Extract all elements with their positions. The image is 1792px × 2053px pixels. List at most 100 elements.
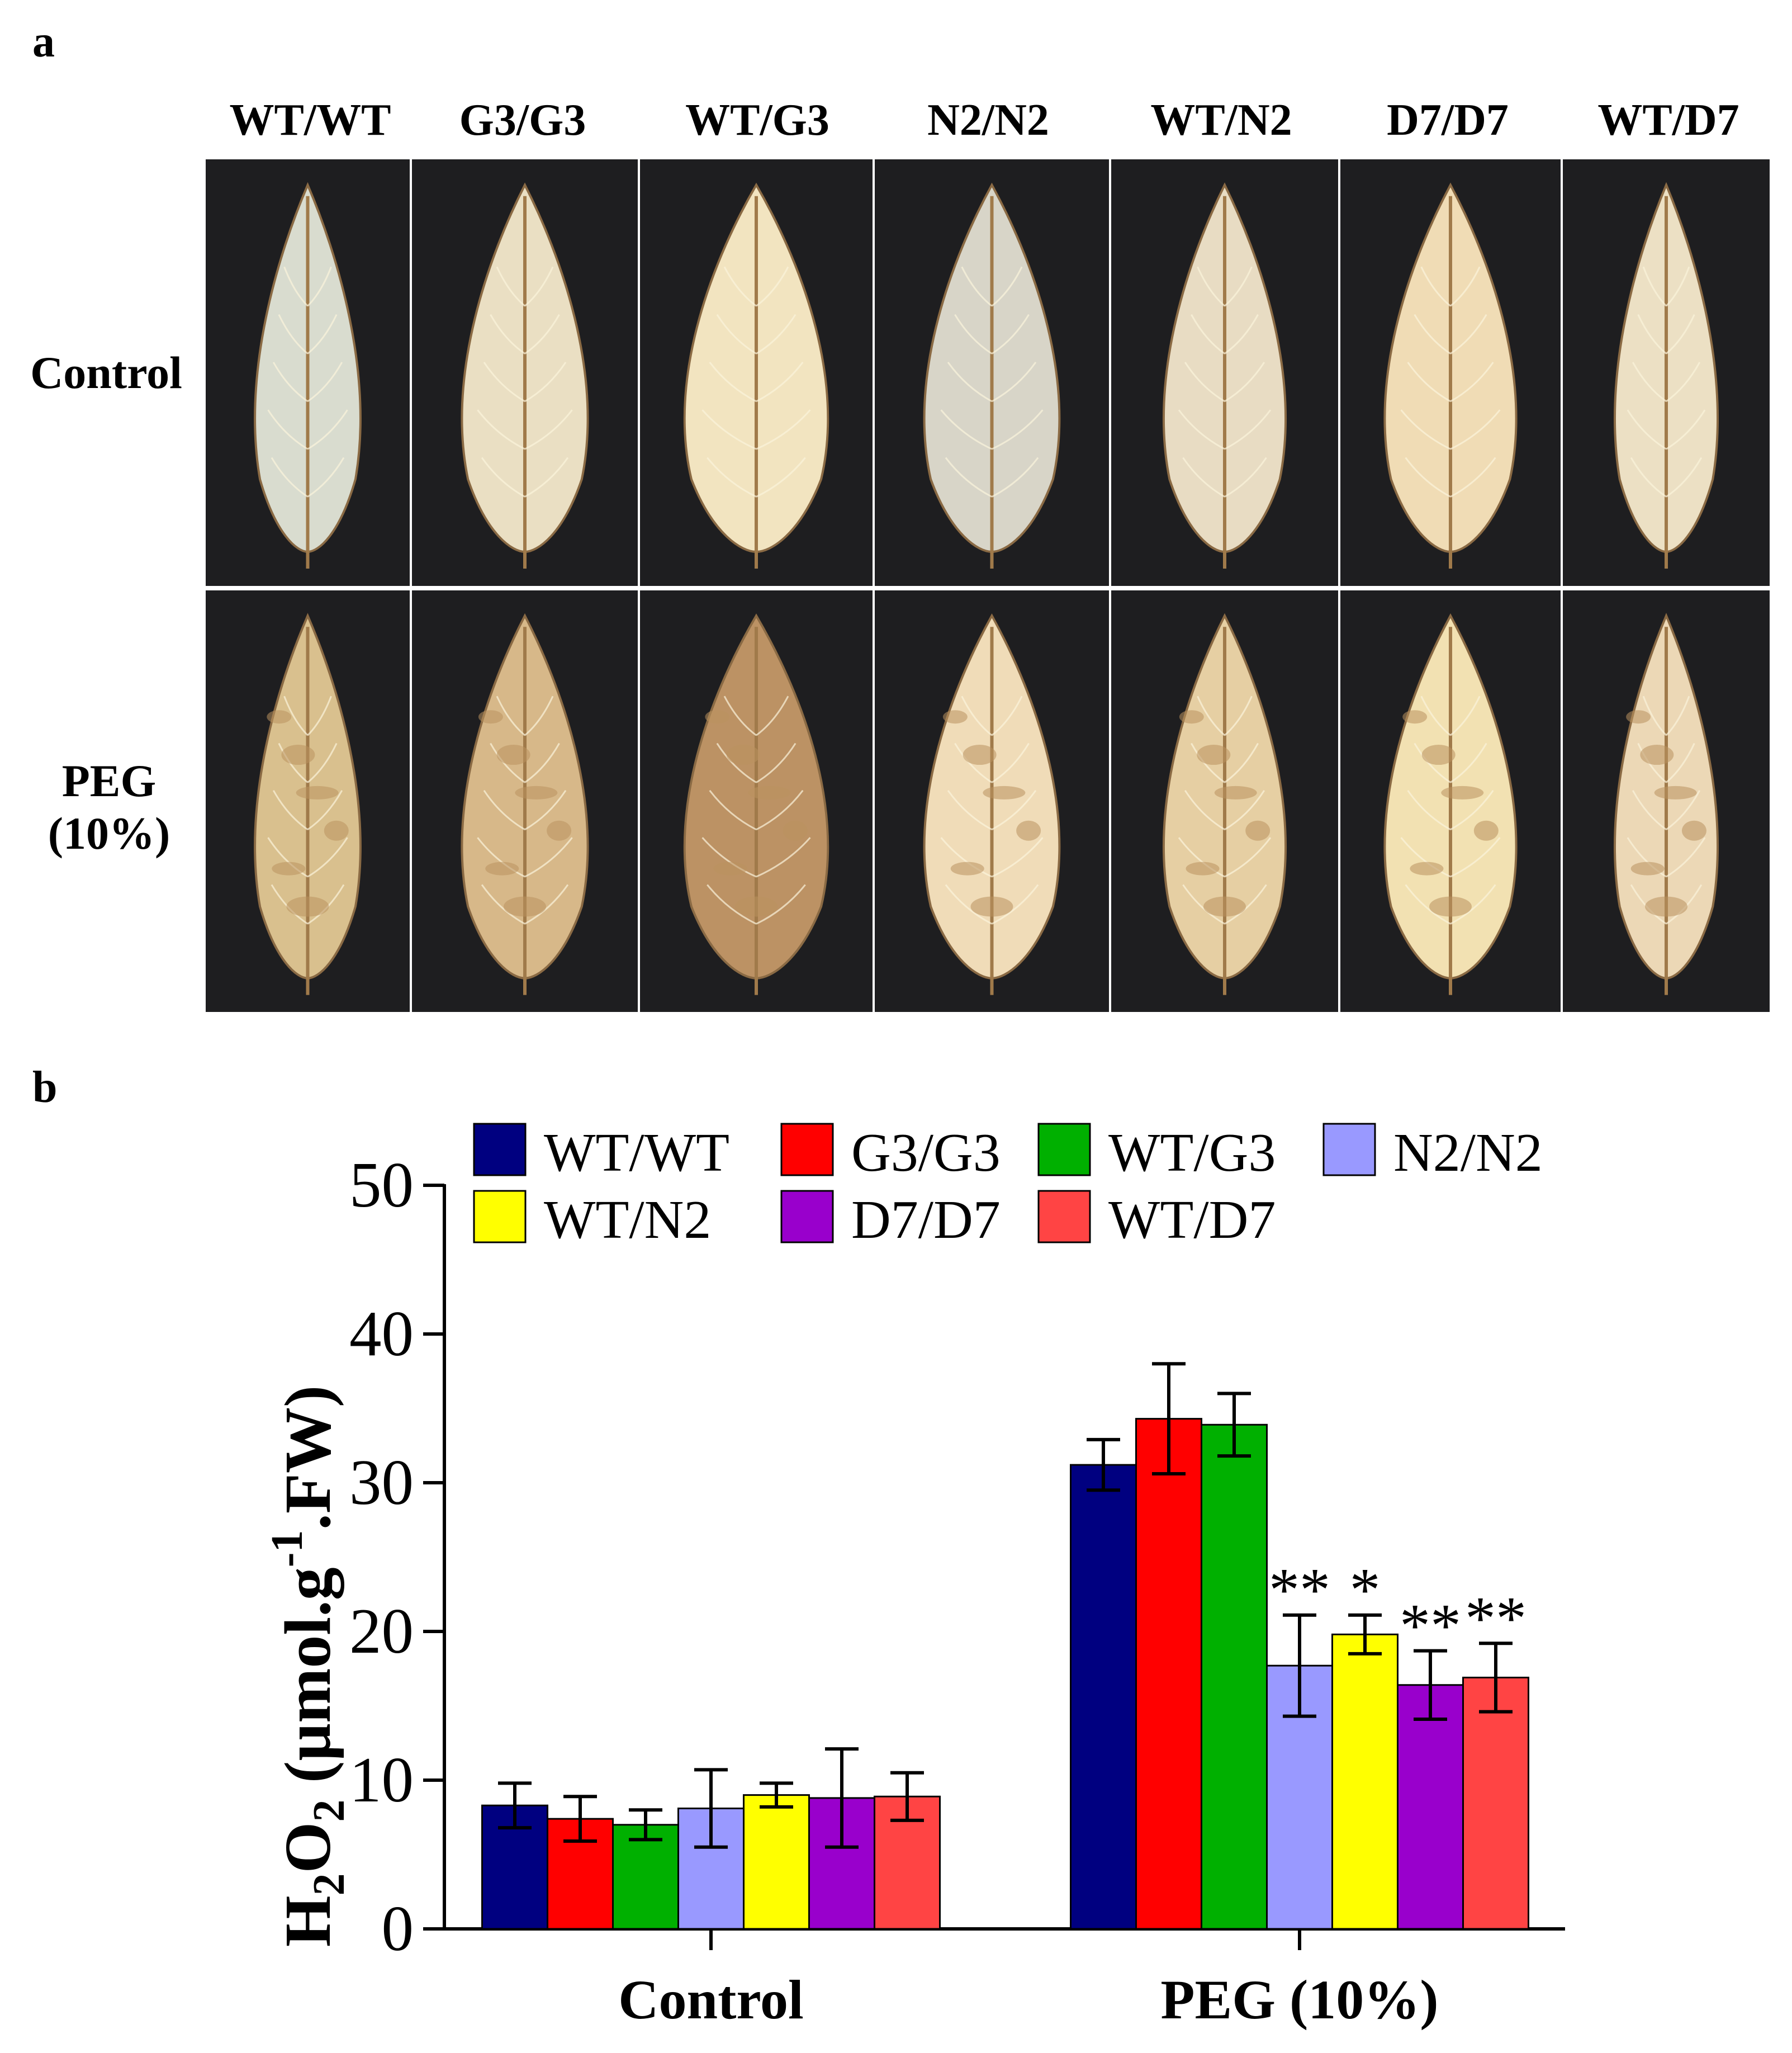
leaf-vein (307, 266, 332, 307)
stain-spot (735, 896, 778, 917)
leaf-vein (756, 742, 797, 783)
stain-spot (478, 710, 503, 724)
leaf-vein (1224, 837, 1272, 878)
stain-spot (1179, 710, 1204, 724)
bar-g3-g3-1 (1135, 1418, 1202, 1930)
stain-spot (1441, 786, 1484, 800)
stain-spot (496, 745, 530, 765)
leaf-vein (991, 696, 1023, 736)
leaf-vein (1197, 266, 1225, 307)
leaf-vein (1666, 457, 1703, 498)
leaf-vein (307, 790, 343, 831)
leaf-vein (307, 696, 332, 736)
stain-spot (1186, 862, 1220, 876)
leaf-vein (1224, 457, 1267, 498)
y-tick-label-30: 30 (349, 1447, 414, 1518)
leaf-vein (481, 457, 525, 498)
leaf-vein (940, 837, 993, 878)
bar-d7-d7-1 (1397, 1684, 1464, 1930)
leaf-vein (283, 696, 309, 736)
stain-spot (963, 745, 997, 765)
stain-spot (942, 710, 968, 724)
stain-spot (1645, 896, 1687, 917)
leaf-vein (272, 790, 309, 831)
leaf-vein (945, 457, 993, 498)
significance-wt-n2: * (1350, 1556, 1381, 1624)
leaf-vein (307, 457, 345, 498)
leaf-vein (716, 742, 757, 783)
leaf-vein (1407, 362, 1451, 403)
ylabel-end: .FW) (271, 1385, 344, 1530)
leaf-vein (477, 409, 525, 450)
leaf-photo-peg-g3-g3 (412, 590, 638, 1012)
leaf-vein (1666, 314, 1695, 354)
leaf-vein (1191, 742, 1225, 783)
column-label-n2-n2: N2/N2 (927, 96, 1049, 145)
legend-label-n2-n2: N2/N2 (1393, 1123, 1543, 1183)
chart-bars: ** *** ** (481, 1362, 1529, 1930)
leaf-vein (1224, 696, 1253, 736)
ylabel-units: (µmol.g (271, 1567, 344, 1799)
bar-wt-g3-1 (1201, 1423, 1268, 1930)
leaf-vein (1224, 409, 1272, 450)
leaf-photo-peg-n2-n2 (875, 590, 1109, 1012)
leaf-vein (961, 266, 993, 307)
bar-wt-d7-1 (1462, 1676, 1529, 1930)
panel-a-letter: a (32, 17, 55, 67)
stain-spot (515, 786, 558, 800)
row-label-control-text: Control (30, 347, 182, 398)
significance-n2-n2: ** (1269, 1556, 1330, 1624)
leaf-vein (701, 409, 757, 450)
stain-spot (504, 896, 546, 917)
leaf-vein (1224, 790, 1265, 831)
leaf-vein (1627, 837, 1667, 878)
leaf-vein (1400, 837, 1451, 878)
leaf-vein (524, 314, 560, 354)
leaf-vein (709, 362, 757, 403)
leaf-vein (756, 696, 789, 736)
leaf-vein (1420, 696, 1451, 736)
y-tick-label-50: 50 (349, 1150, 414, 1221)
stain-spot (1630, 862, 1665, 876)
stain-spot (1410, 862, 1444, 876)
leaf-vein (524, 837, 573, 878)
leaf-vein (991, 789, 1037, 831)
bar-wt-g3-0 (612, 1824, 679, 1930)
stain-spot (950, 862, 984, 876)
leaf-vein (1450, 362, 1494, 403)
leaf-vein (1450, 457, 1496, 498)
legend-label-g3-g3: G3/G3 (851, 1123, 1001, 1183)
stain-spot (1016, 820, 1041, 841)
leaf-vein (307, 742, 338, 783)
stain-spot (1197, 745, 1231, 765)
leaf-vein (945, 884, 993, 925)
leaf-vein (483, 789, 525, 831)
stain-spot (286, 896, 329, 917)
leaf-vein (1450, 742, 1487, 783)
row-label-peg-line2: (10%) (48, 808, 170, 859)
leaf-vein (756, 457, 806, 498)
stain-spot (705, 710, 730, 724)
x-tick-label-0: Control (618, 1969, 804, 2031)
chart-legend: WT/WT G3/G3 WT/G3 N2/N2 WT/N2 D7/D7 WT/D7 (473, 1123, 1543, 1250)
leaf-vein (1224, 314, 1259, 354)
leaf-vein (1184, 362, 1225, 403)
leaf-vein (524, 362, 567, 403)
stain-spot (983, 786, 1026, 800)
column-label-wt-n2: WT/N2 (1150, 96, 1292, 145)
leaf-vein (991, 742, 1030, 783)
row-label-control: Control (20, 347, 193, 399)
leaf-vein (307, 837, 348, 878)
bar-wt-n2-1 (1331, 1633, 1398, 1930)
column-label-g3-g3: G3/G3 (459, 96, 586, 145)
legend-label-wt-wt: WT/WT (544, 1123, 729, 1183)
leaf-vein (481, 884, 525, 925)
y-tick-label-20: 20 (349, 1596, 414, 1667)
stain-spot (1421, 745, 1456, 765)
stain-spot (281, 745, 315, 765)
leaf-vein (1630, 457, 1667, 498)
leaf-vein (1450, 409, 1501, 450)
legend-label-d7-d7: D7/D7 (851, 1190, 1001, 1250)
leaf-vein (1666, 362, 1701, 403)
leaf-vein (991, 457, 1039, 498)
